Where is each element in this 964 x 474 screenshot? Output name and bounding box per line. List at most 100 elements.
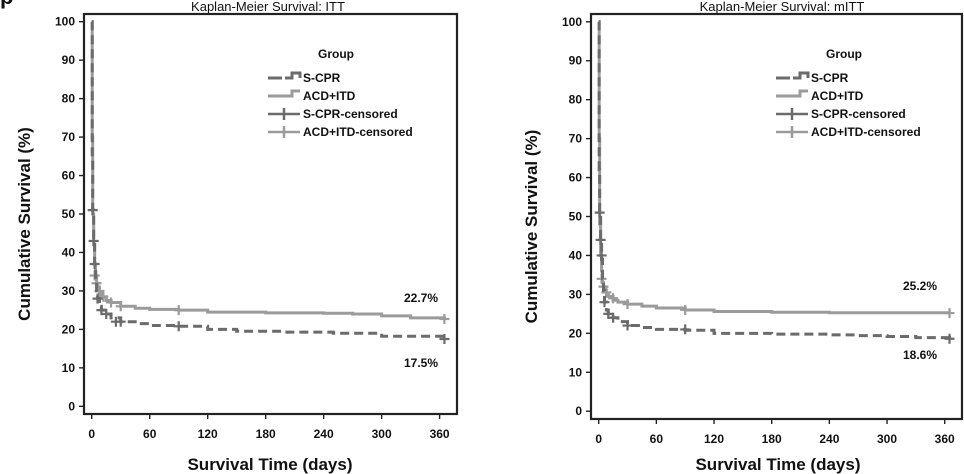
- y-tick-label: 80: [569, 93, 583, 107]
- legend-entry: ACD+ITD-censored: [303, 125, 413, 139]
- y-tick-label: 100: [55, 15, 75, 29]
- y-tick-label: 60: [569, 171, 583, 185]
- censor-mark-s-cpr: [89, 259, 100, 269]
- x-tick-label: 120: [198, 427, 218, 441]
- y-tick-label: 40: [62, 245, 76, 259]
- x-axis-label: Survival Time (days): [695, 455, 860, 474]
- y-tick-label: 30: [569, 287, 583, 301]
- censor-mark-acd-itd: [115, 301, 126, 312]
- legend-swatch-s-cpr: [268, 71, 302, 80]
- legend-swatch-censored: [268, 108, 300, 120]
- x-tick-label: 120: [704, 432, 724, 446]
- censor-mark-s-cpr: [680, 324, 691, 335]
- y-tick-label: 90: [62, 53, 76, 67]
- y-tick-label: 50: [569, 210, 583, 224]
- x-tick-label: 240: [314, 427, 334, 441]
- y-axis-label: Cumulative Survival (%): [15, 127, 34, 321]
- x-tick-label: 180: [256, 427, 276, 441]
- censor-mark-acd-itd: [439, 314, 450, 324]
- x-tick-label: 0: [595, 432, 602, 446]
- y-axis-label: Cumulative Survival (%): [522, 130, 541, 324]
- legend-entry: S-CPR-censored: [303, 107, 398, 121]
- y-tick-label: 70: [62, 130, 76, 144]
- censor-mark-s-cpr: [599, 297, 610, 308]
- legend: Group S-CPR ACD+ITD S-CPR-censored ACD+ITD-c…: [268, 47, 413, 139]
- censor-mark-s-cpr: [594, 207, 605, 218]
- y-tick-label: 10: [569, 365, 583, 379]
- x-tick-label: 360: [430, 427, 450, 441]
- legend-entry: ACD+ITD: [303, 89, 356, 103]
- y-tick-label: 0: [68, 399, 75, 413]
- censor-mark-acd-itd: [680, 304, 691, 315]
- censor-mark-s-cpr: [87, 205, 98, 216]
- censor-mark-s-cpr: [595, 234, 606, 245]
- censor-mark-s-cpr: [944, 333, 955, 344]
- censor-mark-acd-itd: [944, 308, 955, 319]
- x-tick-label: 60: [143, 427, 157, 441]
- x-tick-label: 360: [935, 432, 955, 446]
- censor-mark-s-cpr: [622, 320, 633, 331]
- legend-swatch-acd-itd: [776, 89, 808, 98]
- x-tick-label: 0: [88, 427, 95, 441]
- y-tick-label: 90: [569, 54, 583, 68]
- series-line-s-cpr: [597, 20, 952, 340]
- y-tick-label: 10: [62, 361, 76, 375]
- chart-title: Kaplan-Meier Survival: ITT: [191, 0, 345, 14]
- legend-entry: S-CPR: [303, 71, 341, 85]
- plot-frame: [82, 12, 459, 416]
- y-tick-label: 50: [62, 207, 76, 221]
- chart-title: Kaplan-Meier Survival: mITT: [700, 0, 865, 14]
- y-tick-label: 100: [562, 15, 582, 29]
- censor-mark-acd-itd: [622, 299, 633, 310]
- legend-title: Group: [318, 47, 354, 61]
- y-tick-label: 80: [62, 92, 76, 106]
- legend-entry: ACD+ITD: [811, 89, 864, 103]
- y-tick-label: 0: [575, 404, 582, 418]
- censor-mark-s-cpr: [92, 293, 103, 304]
- chart-itt: Kaplan-Meier Survival: ITT 0 10 20 30 40 50 60 7…: [15, 0, 459, 474]
- censor-mark-acd-itd: [106, 297, 117, 308]
- end-label-s-cpr: 18.6%: [903, 348, 937, 362]
- series-line-s-cpr: [90, 20, 446, 339]
- legend-entry: S-CPR: [811, 71, 849, 85]
- y-tick-label: 20: [62, 322, 76, 336]
- censor-mark-acd-itd: [601, 287, 612, 298]
- x-tick-label: 240: [819, 432, 839, 446]
- end-label-acd-itd: 22.7%: [404, 291, 438, 305]
- x-tick-label: 300: [372, 427, 392, 441]
- legend-entry: S-CPR-censored: [811, 107, 906, 121]
- censor-mark-acd-itd: [173, 305, 184, 316]
- censor-mark-acd-itd: [608, 293, 619, 304]
- y-tick-label: 70: [569, 132, 583, 146]
- x-axis-label: Survival Time (days): [187, 455, 352, 474]
- legend: Group S-CPR ACD+ITD S-CPR-censored ACD+ITD-c…: [776, 47, 921, 139]
- legend-swatch-censored: [268, 126, 300, 138]
- x-tick-label: 180: [762, 432, 782, 446]
- y-tick-label: 30: [62, 284, 76, 298]
- legend-swatch-censored: [776, 126, 808, 138]
- censor-mark-s-cpr: [101, 309, 112, 319]
- censor-mark-s-cpr: [88, 235, 99, 246]
- end-label-acd-itd: 25.2%: [903, 279, 937, 293]
- end-label-s-cpr: 17.5%: [404, 356, 438, 370]
- chart-mitt: Kaplan-Meier Survival: mITT 0 10 20 30 40 50 60…: [522, 0, 964, 474]
- censor-mark-s-cpr: [173, 321, 184, 332]
- legend-entry: ACD+ITD-censored: [811, 125, 921, 139]
- legend-swatch-s-cpr: [776, 71, 810, 80]
- censor-mark-s-cpr: [596, 250, 607, 261]
- legend-title: Group: [826, 47, 862, 61]
- x-tick-label: 60: [650, 432, 664, 446]
- x-tick-label: 300: [877, 432, 897, 446]
- censor-mark-s-cpr: [115, 316, 126, 327]
- y-tick-label: 60: [62, 169, 76, 183]
- legend-swatch-censored: [776, 108, 808, 120]
- legend-swatch-acd-itd: [268, 89, 300, 98]
- series-line-acd-itd: [90, 20, 446, 320]
- censor-mark-s-cpr: [439, 334, 450, 344]
- corner-fragment: p: [0, 0, 13, 9]
- y-tick-label: 20: [569, 326, 583, 340]
- y-tick-label: 40: [569, 248, 583, 262]
- series-line-acd-itd: [597, 20, 952, 315]
- censor-mark-acd-itd: [98, 291, 109, 302]
